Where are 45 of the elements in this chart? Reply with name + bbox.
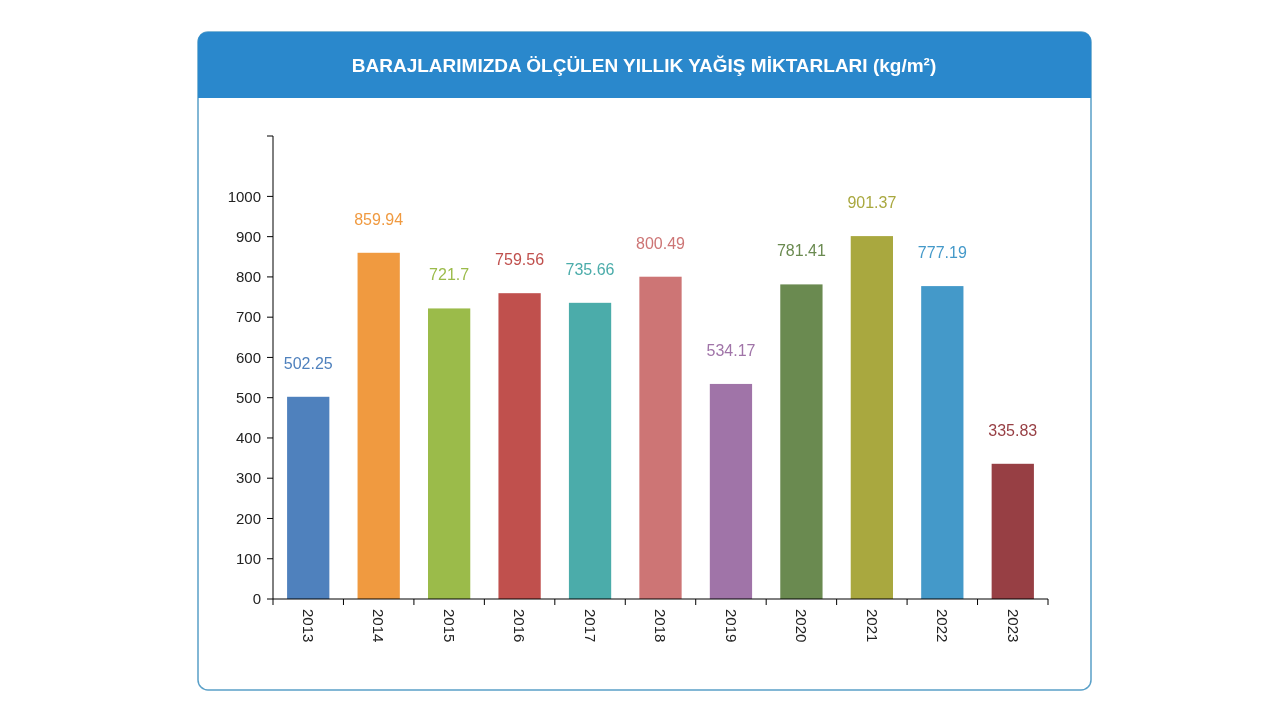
data-label: 759.56 xyxy=(495,251,545,269)
bar xyxy=(850,236,893,599)
bar xyxy=(357,252,400,599)
y-tick-label: 1000 xyxy=(227,187,261,205)
y-tick-label: 400 xyxy=(235,429,261,447)
x-tick-label: 2020 xyxy=(793,609,811,643)
bar xyxy=(780,284,823,599)
y-tick-label: 900 xyxy=(235,227,261,245)
data-label: 721.7 xyxy=(429,266,470,284)
bar xyxy=(709,383,753,599)
bar xyxy=(287,396,330,599)
x-tick-label: 2019 xyxy=(722,609,740,643)
x-tick-label: 2018 xyxy=(652,609,670,643)
data-label: 777.19 xyxy=(917,244,967,262)
y-tick-label: 100 xyxy=(235,549,261,567)
chart-title: BARAJLARIMIZDA ÖLÇÜLEN YILLIK YAĞIŞ MİKTARLARI (kg/m²) xyxy=(351,55,937,76)
y-tick-label: 0 xyxy=(252,590,261,608)
x-tick-label: 2013 xyxy=(299,609,317,643)
data-label: 534.17 xyxy=(706,341,756,359)
x-tick-label: 2017 xyxy=(581,609,599,643)
y-tick-label: 700 xyxy=(235,308,261,326)
bar xyxy=(498,293,541,599)
x-tick-label: 2014 xyxy=(370,609,388,643)
bar xyxy=(568,302,612,599)
bar xyxy=(428,308,471,599)
y-tick-label: 200 xyxy=(235,509,261,527)
x-tick-label: 2015 xyxy=(440,609,458,643)
x-tick-label: 2022 xyxy=(934,609,952,643)
data-label: 781.41 xyxy=(776,242,826,260)
y-tick-label: 500 xyxy=(235,388,261,406)
y-tick-label: 800 xyxy=(235,268,261,286)
data-label: 502.25 xyxy=(283,354,333,372)
y-tick-label: 600 xyxy=(235,348,261,366)
bar xyxy=(921,286,964,599)
y-tick-label: 300 xyxy=(235,469,261,487)
data-label: 800.49 xyxy=(636,234,686,252)
bar xyxy=(991,463,1034,599)
bar xyxy=(639,276,682,599)
data-label: 335.83 xyxy=(988,421,1038,439)
x-tick-label: 2021 xyxy=(863,609,881,643)
data-label: 859.94 xyxy=(354,210,404,228)
x-tick-label: 2016 xyxy=(511,609,529,643)
data-label: 901.37 xyxy=(847,194,897,212)
x-tick-label: 2023 xyxy=(1004,609,1022,643)
data-label: 735.66 xyxy=(565,260,615,278)
